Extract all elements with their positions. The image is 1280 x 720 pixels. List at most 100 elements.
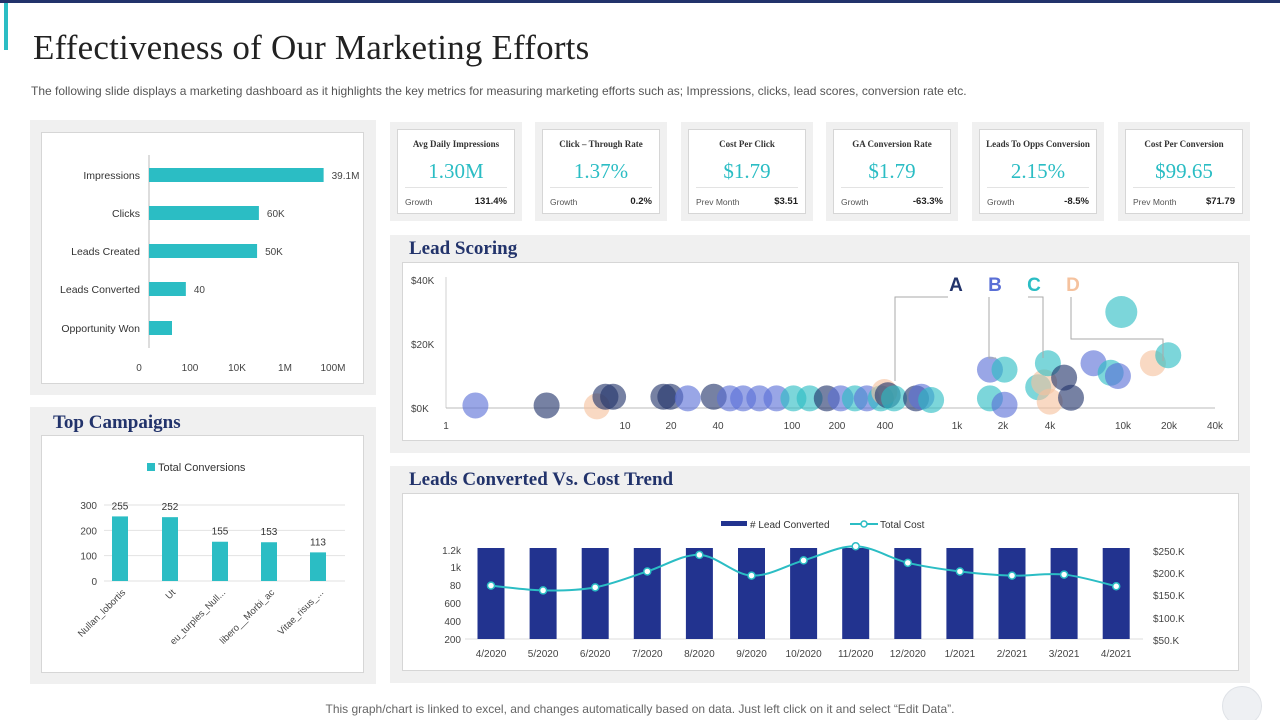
scatter-group-label: D: [1066, 275, 1080, 296]
scatter-x-tick: 1: [443, 421, 449, 432]
scatter-x-tick: 100: [784, 421, 801, 432]
kpi-divider: [696, 187, 798, 188]
funnel-category-label: Impressions: [83, 170, 140, 182]
scatter-point: [1155, 342, 1182, 369]
trend-x-tick: 9/2020: [736, 649, 767, 660]
trend-x-tick: 2/2021: [997, 649, 1028, 660]
kpi-sub-value: 0.2%: [630, 196, 652, 207]
funnel-bar: [149, 321, 172, 335]
trend-line-point: [747, 571, 756, 580]
funnel-chart[interactable]: Impressions 39.1M Clicks 60K Leads Created 50…: [42, 133, 365, 385]
scatter-x-tick: 10: [619, 421, 631, 432]
campaigns-data-label: 255: [112, 501, 129, 512]
trend-line-point: [486, 581, 496, 590]
scatter-leader-line: [1070, 297, 1164, 361]
kpi-card: Leads To Opps Conversion 2.15% Growth -8…: [979, 129, 1097, 214]
scatter-x-tick: 20k: [1161, 421, 1178, 432]
campaigns-data-label: 113: [310, 537, 326, 548]
kpi-divider: [987, 187, 1089, 188]
trend-legend-line-label: Total Cost: [880, 520, 925, 531]
trend-line-point: [695, 550, 704, 560]
trend-bar: [685, 548, 713, 639]
scatter-x-tick: 1k: [952, 421, 964, 432]
trend-legend-bar-label: # Lead Converted: [750, 520, 830, 531]
funnel-x-tick: 10K: [228, 363, 246, 374]
trend-bar: [1102, 548, 1130, 639]
funnel-bar: [149, 206, 259, 220]
scatter-x-tick: 2k: [998, 421, 1010, 432]
scatter-group-label: C: [1027, 275, 1041, 296]
kpi-cost-per-click[interactable]: Cost Per Click $1.79 Prev Month $3.51: [681, 122, 813, 221]
trend-line-point: [1059, 570, 1069, 579]
kpi-divider: [1133, 187, 1235, 188]
kpi-sub-value: -63.3%: [912, 196, 943, 207]
kpi-leads-to-opps-conversion[interactable]: Leads To Opps Conversion 2.15% Growth -8…: [972, 122, 1104, 221]
kpi-avg-daily-impressions[interactable]: Avg Daily Impressions 1.30M Growth 131.4…: [390, 122, 522, 221]
trend-x-tick: 8/2020: [684, 649, 715, 660]
kpi-sub-value: -8.5%: [1064, 196, 1089, 207]
campaigns-y-tick: 0: [91, 577, 97, 588]
kpi-click-through-rate[interactable]: Click – Through Rate 1.37% Growth 0.2%: [535, 122, 667, 221]
trend-chart[interactable]: # Lead Converted Total Cost 200 400 600 80 1k 1…: [403, 494, 1240, 672]
funnel-bar: [149, 282, 186, 296]
trend-line-point: [643, 567, 652, 576]
scatter-point: [533, 392, 560, 419]
trend-right-tick: $200.K: [1153, 569, 1185, 580]
campaigns-bar: [112, 516, 128, 581]
scatter-point: [1036, 388, 1063, 415]
trend-line-point: [1007, 571, 1017, 580]
trend-left-tick: 600: [444, 599, 461, 610]
kpi-value: 1.30M: [428, 159, 484, 183]
kpi-label: Cost Per Conversion: [1144, 139, 1224, 149]
trend-x-tick: 5/2020: [528, 649, 559, 660]
trend-bar: [998, 548, 1026, 639]
trend-bar: [946, 548, 974, 639]
trend-x-tick: 10/2020: [786, 649, 823, 660]
scatter-point: [881, 385, 908, 412]
kpi-card: Cost Per Click $1.79 Prev Month $3.51: [688, 129, 806, 214]
trend-x-tick: 7/2020: [632, 649, 663, 660]
trend-line-point: [903, 558, 913, 568]
kpi-sub-label: Prev Month: [696, 197, 740, 207]
kpi-value: 2.15%: [1010, 159, 1066, 183]
kpi-card: GA Conversion Rate $1.79 Growth -63.3%: [833, 129, 951, 214]
scatter-point: [462, 392, 489, 419]
trend-line-point: [851, 542, 860, 551]
kpi-card: Cost Per Conversion $99.65 Prev Month $7…: [1125, 129, 1243, 214]
kpi-ga-conversion-rate[interactable]: GA Conversion Rate $1.79 Growth -63.3%: [826, 122, 958, 221]
funnel-category-label: Leads Converted: [60, 284, 140, 296]
funnel-category-label: Opportunity Won: [61, 323, 140, 335]
campaigns-bar: [261, 542, 277, 581]
kpi-sub-label: Growth: [987, 197, 1015, 207]
campaigns-y-tick: 300: [80, 501, 97, 512]
trend-x-tick: 11/2020: [838, 649, 874, 660]
funnel-x-tick: 100: [182, 363, 199, 374]
lead-scoring-title: Lead Scoring: [409, 238, 518, 259]
lead-scoring-chart[interactable]: $0K $20K $40K 1 10 20 40 100 200 400 1k 2k 4k 10k 20k 4…: [403, 263, 1240, 442]
kpi-label: Click – Through Rate: [559, 139, 643, 149]
funnel-category-label: Leads Created: [71, 246, 140, 258]
top-campaigns-chart[interactable]: Total Conversions 0 100 200 300 255 Nullan_lob…: [42, 436, 365, 674]
trend-right-tick: $150.K: [1153, 591, 1185, 602]
top-campaigns-frame: Total Conversions 0 100 200 300 255 Nullan_lob…: [41, 435, 364, 673]
trend-line-point: [1111, 582, 1121, 591]
scatter-x-tick: 20: [665, 421, 677, 432]
funnel-x-tick: 1M: [278, 363, 292, 374]
funnel-chart-frame: Impressions 39.1M Clicks 60K Leads Created 50…: [41, 132, 364, 384]
kpi-cost-per-conversion[interactable]: Cost Per Conversion $99.65 Prev Month $7…: [1118, 122, 1250, 221]
trend-right-tick: $100.K: [1153, 614, 1185, 625]
kpi-card: Click – Through Rate 1.37% Growth 0.2%: [542, 129, 660, 214]
trend-right-tick: $50.K: [1153, 636, 1179, 647]
scatter-group-label: A: [949, 275, 963, 296]
scatter-point: [1051, 364, 1078, 391]
kpi-sub-label: Growth: [405, 197, 433, 207]
campaigns-legend-label: Total Conversions: [158, 462, 246, 474]
scatter-y-tick: $0K: [411, 404, 429, 415]
scatter-point: [674, 385, 701, 412]
kpi-value: $1.79: [868, 159, 916, 183]
kpi-sub-value: $71.79: [1205, 196, 1235, 207]
trend-line-point: [799, 556, 808, 565]
funnel-data-label: 40: [194, 285, 206, 296]
trend-line-point: [538, 586, 548, 595]
trend-left-tick: 80: [450, 581, 462, 592]
